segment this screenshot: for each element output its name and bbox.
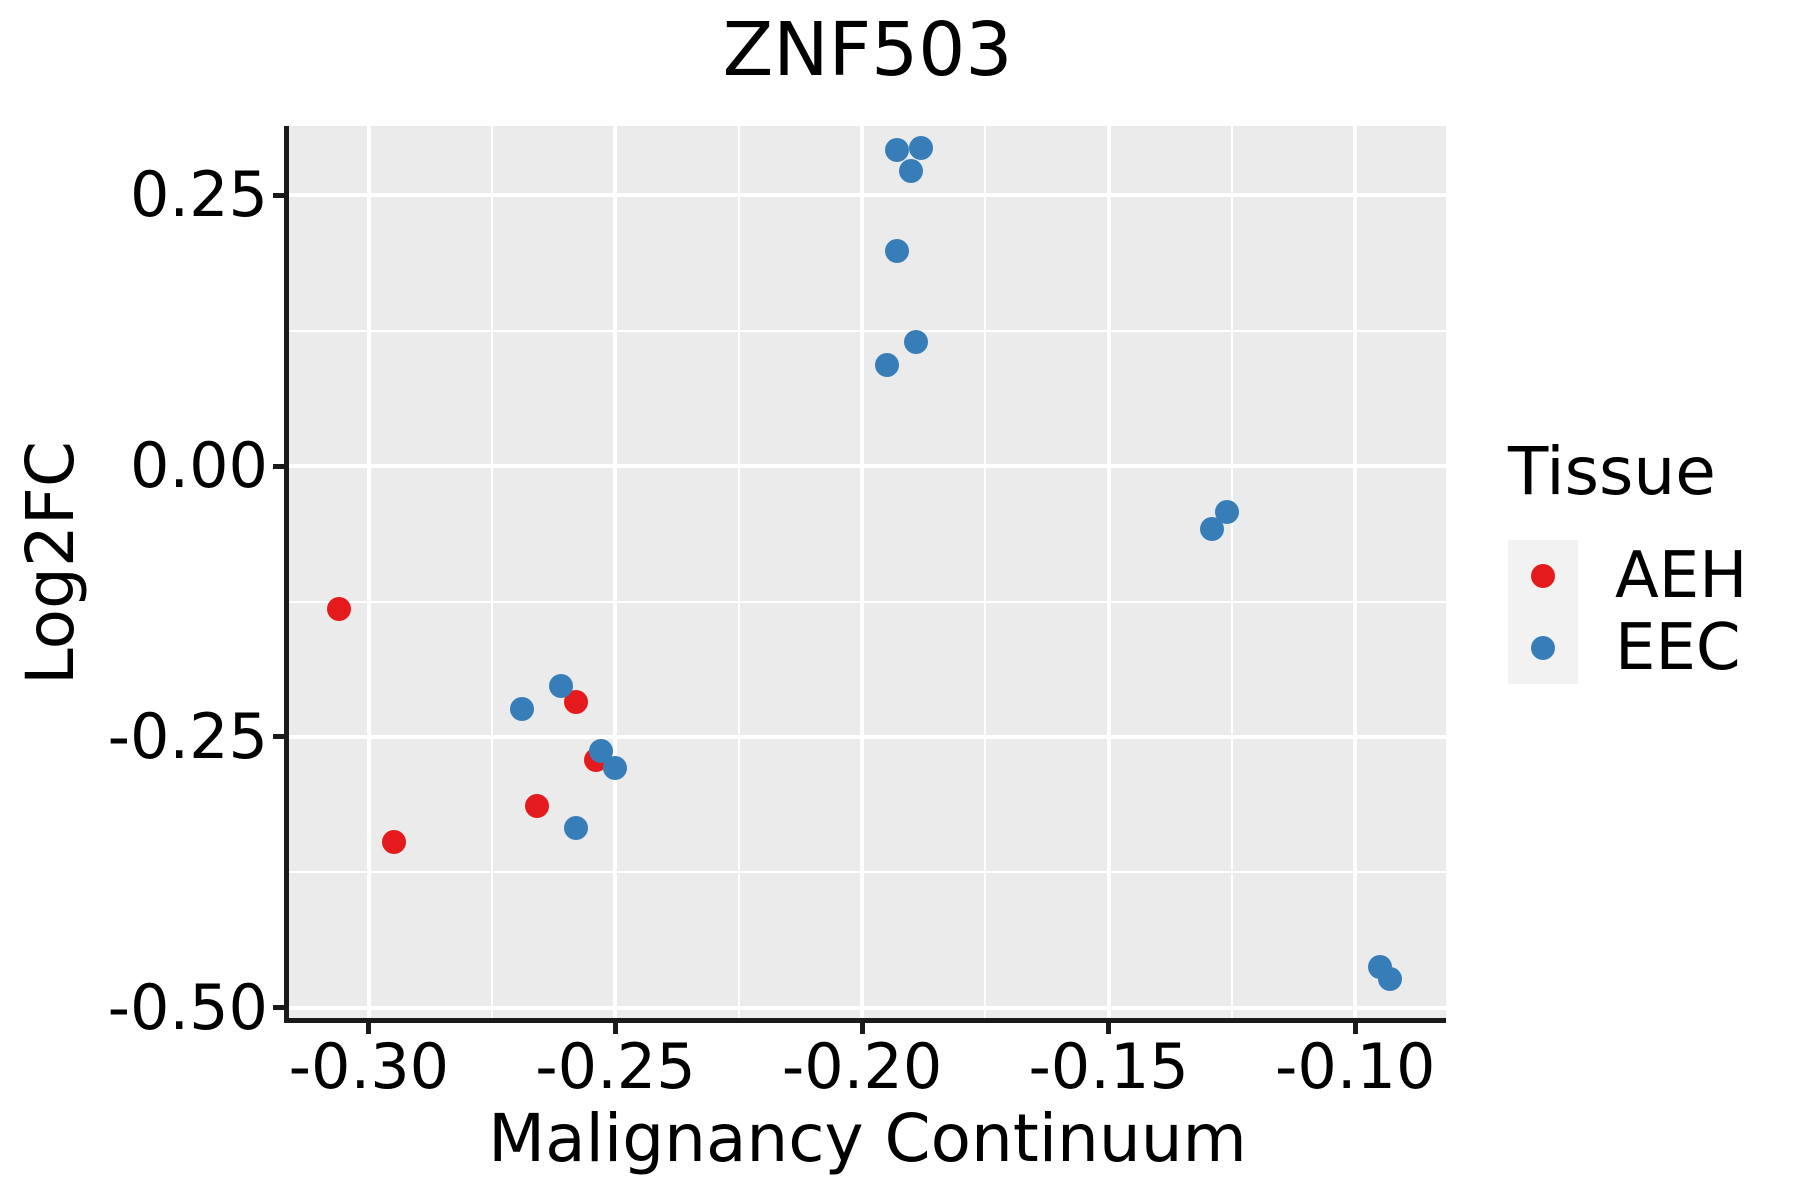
legend-items: AEH EEC (1508, 540, 1747, 684)
legend-title: Tissue (1508, 433, 1716, 510)
x-tick-label: -0.15 (1028, 1030, 1189, 1103)
data-point-eec (564, 816, 589, 841)
data-point-eec (509, 696, 534, 721)
legend-item-label: EEC (1615, 611, 1741, 685)
x-tick-label: -0.25 (535, 1030, 696, 1103)
data-point-eec (603, 756, 628, 781)
gridline-minor-horizontal (289, 329, 1446, 332)
gridline-major-horizontal (289, 193, 1446, 198)
y-tick-label: 0.00 (129, 429, 268, 503)
x-axis-tick (1352, 1023, 1358, 1034)
gridline-minor-horizontal (289, 871, 1446, 874)
y-tick-label: -0.25 (107, 699, 268, 773)
y-axis-title: Log2FC (12, 441, 89, 685)
gridline-minor-horizontal (289, 600, 1446, 603)
gridline-major-horizontal (289, 464, 1446, 469)
gridline-minor-vertical (737, 126, 740, 1020)
plot-area (289, 126, 1446, 1020)
x-axis-tick (612, 1023, 618, 1034)
data-point-aeh (327, 597, 352, 622)
x-axis-tick (859, 1023, 865, 1034)
legend-item-aeh: AEH (1508, 540, 1747, 612)
data-point-eec (899, 159, 924, 184)
data-point-eec (884, 137, 909, 162)
legend-item-eec: EEC (1508, 612, 1747, 684)
x-axis-tick (1106, 1023, 1112, 1034)
data-point-eec (1200, 516, 1225, 541)
y-axis-line (284, 126, 289, 1023)
gridline-minor-vertical (1230, 126, 1233, 1020)
y-axis-tick (273, 192, 284, 198)
x-tick-label: -0.20 (781, 1030, 943, 1103)
legend: Tissue AEH EEC (1508, 437, 1747, 684)
x-axis-tick (366, 1023, 372, 1034)
y-tick-label: -0.50 (107, 970, 268, 1044)
data-point-aeh (524, 794, 549, 819)
data-point-eec (549, 674, 574, 699)
x-axis-title: Malignancy Continuum (488, 1100, 1247, 1177)
data-point-eec (884, 239, 909, 264)
gridline-major-vertical (1353, 126, 1358, 1020)
gridline-major-horizontal (289, 734, 1446, 739)
gridline-major-horizontal (289, 1005, 1446, 1010)
y-axis-tick (273, 734, 284, 740)
data-point-eec (1377, 966, 1402, 991)
y-tick-label: 0.25 (129, 158, 268, 232)
data-point-eec (904, 330, 929, 355)
y-axis-tick (273, 1005, 284, 1011)
legend-aeh-swatch-icon (1531, 564, 1555, 588)
gridline-major-vertical (860, 126, 865, 1020)
legend-item-label: AEH (1615, 539, 1748, 613)
legend-key (1508, 540, 1578, 612)
data-point-eec (909, 136, 934, 161)
gridline-major-vertical (1106, 126, 1111, 1020)
y-axis-tick (273, 463, 284, 469)
x-tick-label: -0.10 (1275, 1030, 1436, 1103)
data-point-aeh (381, 830, 406, 855)
gridline-minor-vertical (491, 126, 494, 1020)
chart-title: ZNF503 (722, 7, 1013, 93)
x-tick-label: -0.30 (288, 1030, 450, 1103)
data-point-eec (874, 353, 899, 378)
legend-key (1508, 612, 1578, 684)
gridline-minor-vertical (984, 126, 987, 1020)
legend-eec-swatch-icon (1531, 636, 1555, 660)
x-axis-line (284, 1018, 1446, 1023)
gridline-major-vertical (366, 126, 371, 1020)
gridline-major-vertical (613, 126, 618, 1020)
